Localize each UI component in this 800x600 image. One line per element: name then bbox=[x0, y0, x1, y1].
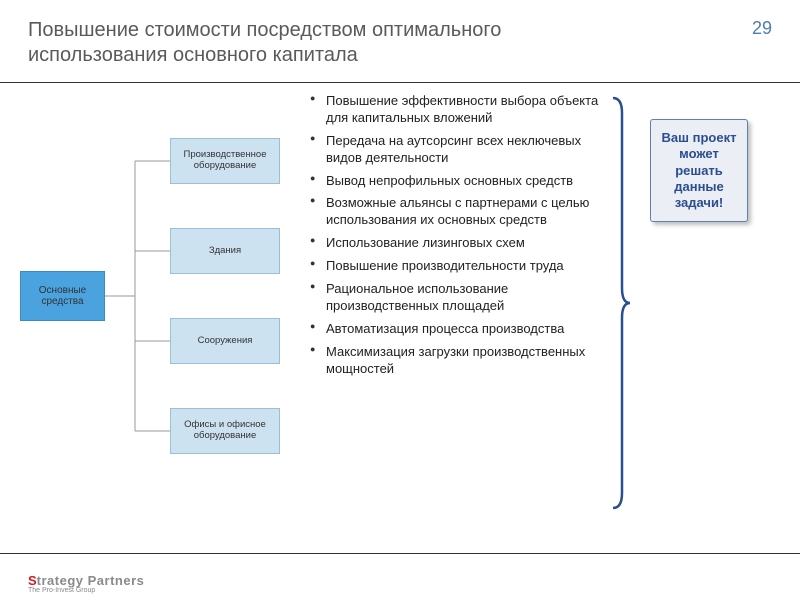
list-item: Повышение производительности труда bbox=[310, 258, 605, 275]
slide-content: Основные средства Производственное обору… bbox=[0, 83, 800, 553]
list-item: Вывод непрофильных основных средств bbox=[310, 173, 605, 190]
list-item: Возможные альянсы с партнерами с целью и… bbox=[310, 195, 605, 229]
bullet-list: Повышение эффективности выбора объекта д… bbox=[310, 93, 605, 383]
list-item: Автоматизация процесса производства bbox=[310, 321, 605, 338]
brand-sub: The Pro-Invest Group bbox=[28, 587, 144, 594]
list-item: Максимизация загрузки производственных м… bbox=[310, 344, 605, 378]
list-item: Рациональное использование производствен… bbox=[310, 281, 605, 315]
list-item: Использование лизинговых схем bbox=[310, 235, 605, 252]
tree-child-1: Производственное оборудование bbox=[170, 138, 280, 184]
slide-title: Повышение стоимости посредством оптималь… bbox=[28, 18, 628, 68]
tree-diagram: Основные средства Производственное обору… bbox=[20, 113, 280, 493]
tree-child-2: Здания bbox=[170, 228, 280, 274]
bracket-icon bbox=[610, 93, 630, 513]
slide-header: Повышение стоимости посредством оптималь… bbox=[0, 0, 800, 82]
brand-rest: trategy Partners bbox=[37, 573, 145, 588]
tree-child-3: Сооружения bbox=[170, 318, 280, 364]
list-item: Повышение эффективности выбора объекта д… bbox=[310, 93, 605, 127]
tree-child-4: Офисы и офисное оборудование bbox=[170, 408, 280, 454]
tree-root: Основные средства bbox=[20, 271, 105, 321]
divider-bottom bbox=[0, 553, 800, 554]
list-item: Передача на аутсорсинг всех неключевых в… bbox=[310, 133, 605, 167]
footer-branding: Strategy Partners The Pro-Invest Group bbox=[28, 573, 144, 594]
brand-s: S bbox=[28, 573, 37, 588]
callout-box: Ваш проект может решать данные задачи! bbox=[650, 119, 748, 222]
page-number: 29 bbox=[752, 18, 772, 39]
